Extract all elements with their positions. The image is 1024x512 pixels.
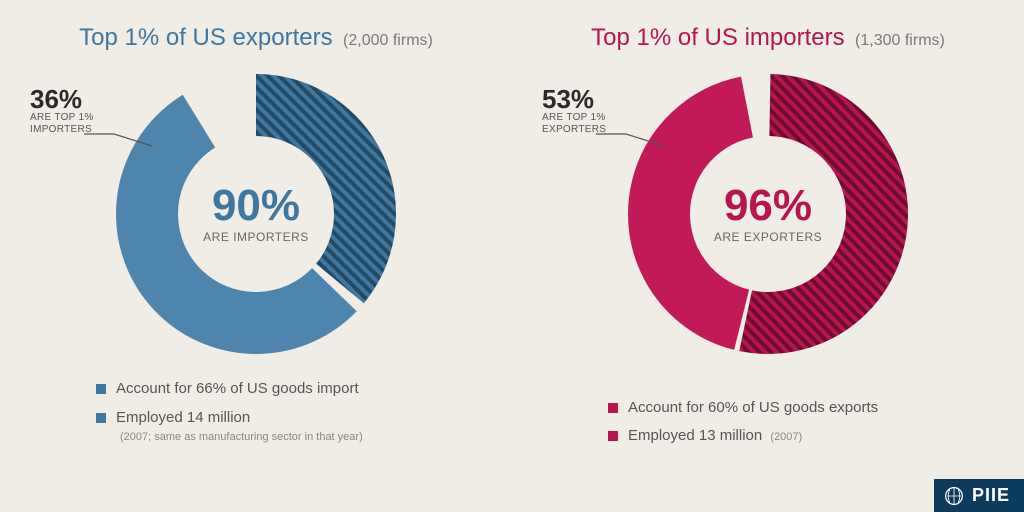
right-bullet-2-main: Employed 13 million [628, 427, 762, 444]
left-center-pct: 90% [203, 184, 309, 228]
left-panel: Top 1% of US exporters (2,000 firms) [0, 0, 512, 512]
left-donut-chart: 90% ARE IMPORTERS [106, 64, 406, 364]
left-callout-pct: 36% [30, 86, 94, 112]
left-title-row: Top 1% of US exporters (2,000 firms) [0, 24, 512, 52]
left-leader-line [84, 128, 164, 148]
infographic-container: Top 1% of US exporters (2,000 firms) [0, 0, 1024, 512]
left-donut-center: 90% ARE IMPORTERS [203, 184, 309, 244]
right-title: Top 1% of US importers [591, 24, 844, 51]
left-callout-l1: ARE TOP 1% [30, 112, 94, 124]
left-bullet-1: Account for 66% of US goods import [96, 380, 472, 399]
bullet-marker-icon [96, 384, 106, 394]
globe-building-icon [944, 486, 964, 506]
right-donut-center: 96% ARE EXPORTERS [714, 184, 822, 244]
bullet-marker-icon [608, 403, 618, 413]
right-bullets: Account for 60% of US goods exports Empl… [608, 399, 984, 457]
right-bullet-2-sub: (2007) [770, 431, 802, 443]
left-bullet-2-text: Employed 14 million (2007; same as manuf… [116, 409, 363, 447]
right-callout-pct: 53% [542, 86, 606, 112]
right-callout-l1: ARE TOP 1% [542, 112, 606, 124]
left-bullet-2-main: Employed 14 million [116, 409, 250, 426]
right-panel: Top 1% of US importers (1,300 firms) [512, 0, 1024, 512]
right-center-pct: 96% [714, 184, 822, 228]
right-bullet-2: Employed 13 million (2007) [608, 427, 984, 446]
bullet-marker-icon [608, 431, 618, 441]
left-bullet-2: Employed 14 million (2007; same as manuf… [96, 409, 472, 447]
left-title: Top 1% of US exporters [79, 24, 332, 51]
right-bullet-1: Account for 60% of US goods exports [608, 399, 984, 418]
right-bullet-1-text: Account for 60% of US goods exports [628, 399, 878, 418]
right-leader-line [596, 128, 676, 148]
left-center-label: ARE IMPORTERS [203, 230, 309, 244]
right-title-row: Top 1% of US importers (1,300 firms) [512, 24, 1024, 52]
logo-text: PIIE [972, 485, 1010, 506]
left-title-sub: (2,000 firms) [343, 32, 433, 49]
left-bullet-2-sub: (2007; same as manufacturing sector in t… [120, 431, 363, 443]
left-bullets: Account for 66% of US goods import Emplo… [96, 380, 472, 456]
right-donut-chart: 96% ARE EXPORTERS [618, 64, 918, 364]
right-title-sub: (1,300 firms) [855, 32, 945, 49]
left-bullet-1-text: Account for 66% of US goods import [116, 380, 359, 399]
piie-logo: PIIE [934, 479, 1024, 512]
right-bullet-2-text: Employed 13 million (2007) [628, 427, 802, 446]
right-center-label: ARE EXPORTERS [714, 230, 822, 244]
bullet-marker-icon [96, 413, 106, 423]
